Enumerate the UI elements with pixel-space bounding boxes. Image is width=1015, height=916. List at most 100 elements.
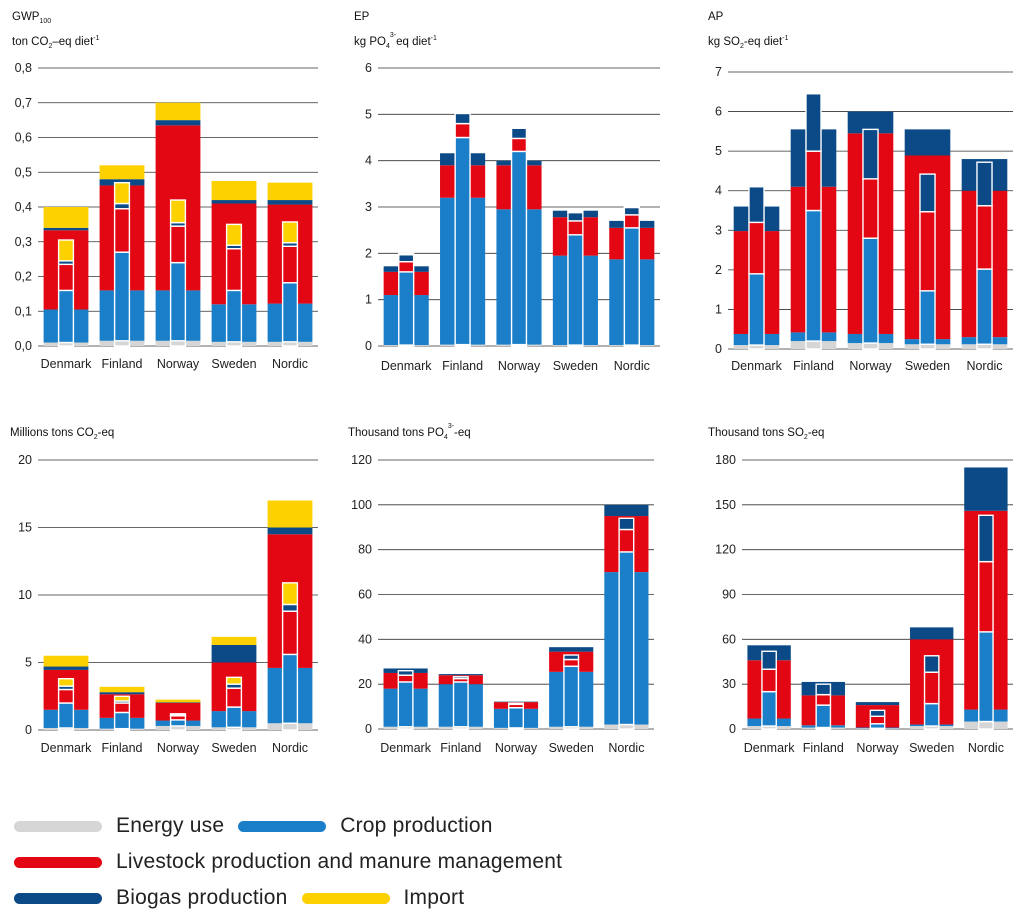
category-label-nordic: Nordic [614, 359, 650, 373]
inner-bar-segment-livestock-denmark [57, 688, 75, 704]
panel-3-y-tick: 3 [715, 223, 722, 237]
category-label-sweden: Sweden [909, 741, 954, 755]
panel-4-y-tick: 10 [18, 588, 32, 602]
panel-2-y-tick: 0 [365, 339, 372, 353]
legend-swatch-energy [14, 820, 102, 832]
panel-2-header-1: EP [354, 11, 370, 23]
legend-item-biogas: Biogas production [14, 886, 288, 910]
inner-bar-segment-biogas-sweden [563, 654, 580, 661]
inner-bar-segment-biogas-denmark [748, 186, 765, 224]
category-label-finland: Finland [102, 357, 143, 371]
panel-6-y-tick: 180 [715, 453, 736, 467]
category-label-sweden: Sweden [905, 359, 950, 373]
category-label-norway: Norway [157, 357, 200, 371]
inner-bar-segment-crop-sweden [563, 665, 580, 728]
panel-3-y-tick: 2 [715, 263, 722, 277]
chart-panel-2: EP kg PO43-eq diet-1 0 1 2 3 4 5 6 Denmark Finland… [354, 11, 660, 373]
inner-bar-segment-crop-sweden [919, 290, 936, 345]
panel-1-y-tick: 0,2 [15, 270, 32, 284]
bar-segment-biogas-norway [855, 702, 900, 706]
category-label-denmark: Denmark [41, 741, 92, 755]
inner-bar-segment-livestock-norway [510, 137, 528, 153]
panel-1-y-tick: 0,7 [15, 96, 32, 110]
inner-bar-segment-crop-finland [805, 209, 822, 342]
inner-bar-segment-livestock-sweden [225, 687, 243, 708]
inner-bar-segment-import-nordic [281, 221, 299, 244]
panel-1-y-tick: 0,6 [15, 131, 32, 145]
inner-bar-segment-livestock-finland [815, 693, 832, 706]
panel-3-y-tick: 6 [715, 105, 722, 119]
category-label-denmark: Denmark [744, 741, 795, 755]
chart-panel-5: Thousand tons PO43--eq 0 20 40 60 80 100 120 Den… [348, 423, 654, 755]
panel-2-y-tick: 3 [365, 200, 372, 214]
inner-bar-segment-biogas-denmark [398, 254, 415, 263]
panel-1-header-1: GWP100 [12, 11, 51, 25]
panel-3-y-tick: 0 [715, 342, 722, 356]
inner-bar-segment-crop-denmark [761, 690, 777, 727]
panel-2-y-tick: 1 [365, 293, 372, 307]
inner-bar-segment-livestock-nordic [618, 528, 635, 553]
inner-bar-segment-crop-denmark [57, 702, 75, 729]
inner-bar-segment-livestock-denmark [748, 221, 765, 275]
inner-bar-segment-livestock-sweden [225, 247, 243, 292]
category-label-finland: Finland [440, 741, 481, 755]
inner-bar-segment-livestock-nordic [976, 205, 993, 270]
inner-bar-segment-biogas-finland [815, 683, 832, 696]
inner-bar-segment-energy-nordic [281, 722, 299, 731]
inner-bar-segment-import-finland [113, 181, 131, 205]
legend-label-crop: Crop production [340, 814, 493, 837]
panel-1-y-tick: 0,5 [15, 165, 32, 179]
category-label-sweden: Sweden [211, 741, 256, 755]
inner-bar-segment-crop-sweden [225, 706, 243, 728]
category-label-sweden: Sweden [211, 357, 256, 371]
inner-bar-segment-import-denmark [57, 239, 75, 262]
inner-bar-segment-livestock-finland [805, 150, 822, 212]
inner-bar-segment-livestock-norway [169, 225, 187, 264]
inner-bar-segment-biogas-nordic [623, 206, 640, 216]
inner-bar-segment-livestock-sweden [563, 658, 580, 667]
panel-5-header-1: Thousand tons PO43--eq [348, 423, 471, 441]
legend-label-biogas: Biogas production [116, 886, 288, 909]
panel-2-y-tick: 4 [365, 154, 372, 168]
inner-bar-segment-biogas-norway [869, 709, 886, 717]
category-label-denmark: Denmark [381, 359, 432, 373]
inner-bar-segment-import-nordic [281, 582, 299, 606]
panel-1-y-tick: 0,8 [15, 61, 32, 75]
inner-bar-segment-livestock-sweden [919, 210, 936, 292]
legend-label-energy: Energy use [116, 814, 225, 837]
inner-bar-segment-energy-norway [169, 340, 187, 347]
legend-row-1: Energy use Crop production [14, 808, 714, 844]
inner-bar-segment-import-sweden [225, 223, 243, 246]
inner-bar-segment-crop-finland [452, 681, 469, 728]
panel-2-header-2: kg PO43-eq diet-1 [354, 32, 437, 50]
panel-6-y-tick: 150 [715, 498, 736, 512]
inner-bar-segment-livestock-nordic [623, 214, 640, 229]
bar-segment-import-nordic [267, 500, 313, 528]
category-label-sweden: Sweden [553, 359, 598, 373]
inner-bar-segment-import-norway [169, 713, 187, 716]
category-label-nordic: Nordic [272, 741, 308, 755]
inner-bar-segment-energy-finland [805, 340, 822, 350]
bar-segment-import-norway [155, 102, 201, 121]
inner-bar-segment-livestock-denmark [397, 674, 414, 683]
panel-6-y-tick: 30 [722, 677, 736, 691]
inner-bar-segment-biogas-norway [508, 702, 524, 706]
inner-bar-segment-import-denmark [57, 678, 75, 687]
inner-bar-segment-livestock-nordic [281, 245, 299, 284]
bar-segment-biogas-nordic [964, 467, 1008, 511]
inner-bar-segment-import-norway [169, 199, 187, 224]
legend-label-import: Import [403, 886, 465, 909]
category-label-denmark: Denmark [380, 741, 431, 755]
inner-bar-segment-import-finland [454, 111, 471, 115]
inner-bar-segment-crop-denmark [57, 289, 75, 344]
inner-bar-segment-livestock-nordic [281, 610, 299, 656]
panel-3-header-2: kg SO2-eq diet-1 [708, 35, 789, 50]
bar-segment-biogas-denmark [43, 666, 89, 670]
inner-bar-segment-crop-nordic [281, 282, 299, 343]
legend-row-3: Biogas production Import [14, 880, 714, 916]
bar-segment-import-denmark [43, 207, 89, 228]
inner-bar-segment-biogas-norway [862, 128, 879, 180]
panel-2-y-tick: 5 [365, 107, 372, 121]
inner-bar-segment-import-norway [510, 126, 528, 129]
category-label-finland: Finland [102, 741, 143, 755]
